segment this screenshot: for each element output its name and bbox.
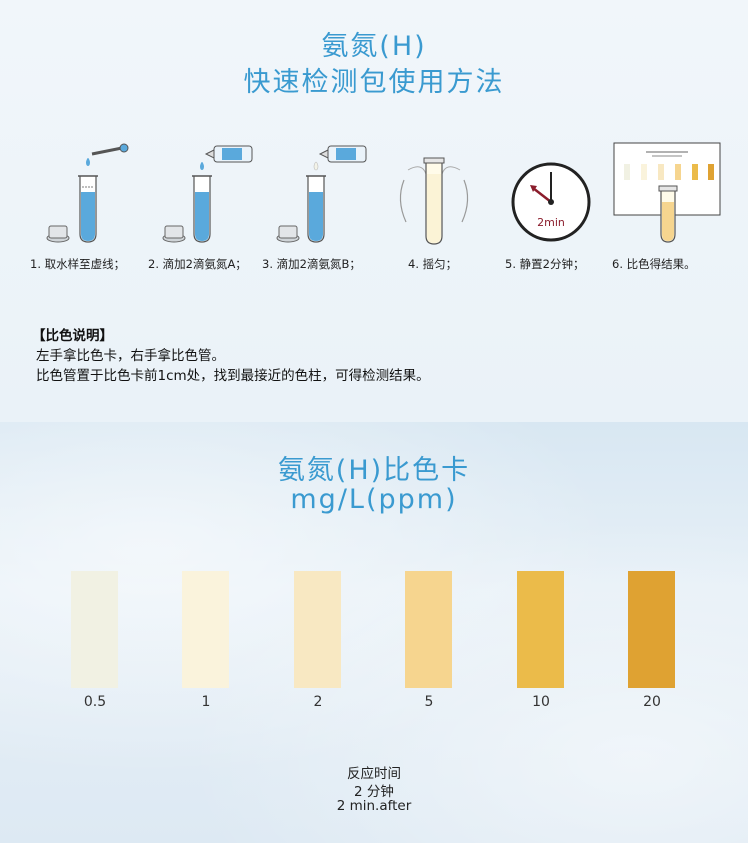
step-5-label: 5. 静置2分钟； — [505, 257, 585, 271]
step-3: 3. 滴加2滴氨氮B； — [262, 140, 382, 271]
notes-line-1: 左手拿比色卡，右手拿比色管。 — [36, 348, 225, 364]
swatch-label: 10 — [532, 694, 550, 710]
shake-tube-icon — [399, 157, 469, 245]
step-6-label: 6. 比色得结果。 — [612, 257, 696, 271]
reaction-time-cn: 2 分钟 — [354, 784, 394, 800]
step-1-label: 1. 取水样至虚线； — [30, 257, 126, 271]
step-5: 2min 5. 静置2分钟； — [505, 140, 625, 271]
swatch-10 — [517, 571, 564, 688]
clock-icon: 2min — [511, 162, 591, 242]
step-2-label: 2. 滴加2滴氨氮A； — [148, 257, 247, 271]
notes-line-2: 比色管置于比色卡前1cm处，找到最接近的色柱，可得检测结果。 — [36, 368, 430, 384]
swatch-20 — [628, 571, 675, 688]
swatch-2 — [294, 571, 341, 688]
step-4-label: 4. 摇匀； — [408, 257, 458, 271]
reagent-bottle-b-icon — [276, 145, 367, 243]
step-4: 4. 摇匀； — [392, 140, 512, 271]
page-title: 氨氮(H) — [321, 31, 427, 62]
swatch-1 — [182, 571, 229, 688]
notes-heading: 【比色说明】 — [32, 328, 113, 344]
swatch-5 — [405, 571, 452, 688]
swatch-label: 1 — [201, 694, 211, 710]
reaction-time-heading: 反应时间 — [347, 766, 401, 782]
swatch-label: 5 — [424, 694, 434, 710]
step-2: 2. 滴加2滴氨氮A； — [148, 140, 268, 271]
clock-time-text: 2min — [537, 216, 565, 229]
step-1: 1. 取水样至虚线； — [30, 140, 150, 271]
step-3-label: 3. 滴加2滴氨氮B； — [262, 257, 361, 271]
page-subtitle: 快速检测包使用方法 — [243, 67, 505, 98]
swatch-label: 2 — [313, 694, 323, 710]
color-card-unit: mg/L(ppm) — [290, 484, 458, 515]
color-card-compare-icon — [613, 142, 721, 243]
step-6: 6. 比色得结果。 — [612, 140, 732, 271]
swatch-0-5 — [71, 571, 118, 688]
swatch-label: 0.5 — [83, 694, 107, 710]
reagent-bottle-a-icon — [162, 145, 253, 243]
color-instructions: 【比色说明】 左手拿比色卡，右手拿比色管。 比色管置于比色卡前1cm处，找到最接… — [32, 326, 430, 386]
color-card-title: 氨氮(H)比色卡 — [277, 455, 471, 486]
test-tube-dropper-icon — [46, 143, 129, 243]
swatch-label: 20 — [643, 694, 661, 710]
reaction-time-en: 2 min.after — [336, 798, 412, 814]
color-card-section — [0, 422, 748, 843]
